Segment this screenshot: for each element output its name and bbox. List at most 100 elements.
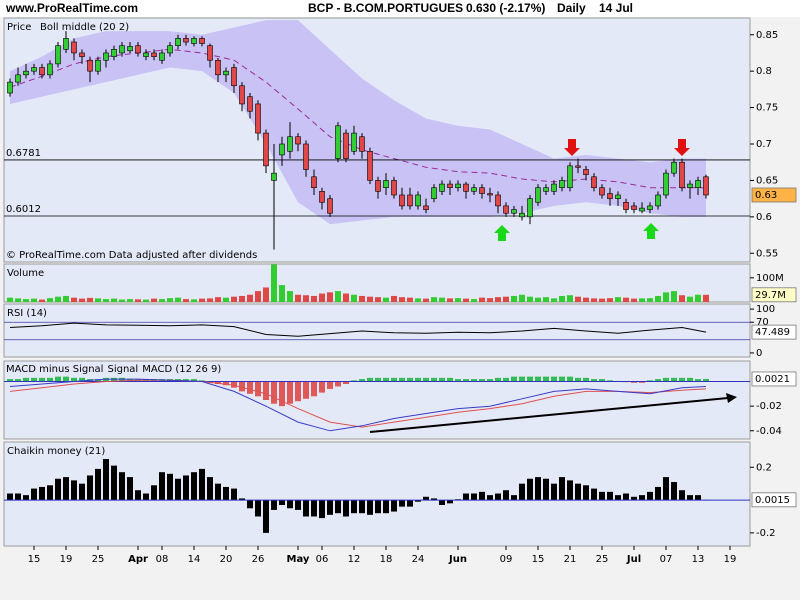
bar: [367, 500, 373, 515]
bar: [31, 488, 37, 501]
bar: [183, 475, 189, 501]
bar: [535, 297, 541, 302]
histogram-bar: [399, 377, 405, 382]
bar: [575, 483, 581, 501]
x-tick-label: May: [287, 554, 310, 565]
bar: [663, 292, 669, 302]
bar: [31, 298, 37, 302]
bar: [87, 297, 93, 302]
y-tick-label: 0.8: [756, 66, 772, 77]
histogram-bar: [7, 379, 13, 382]
bar: [415, 298, 421, 302]
candle-body: [423, 205, 429, 210]
bar: [255, 291, 261, 302]
candle-body: [607, 193, 613, 199]
candle-body: [391, 180, 397, 196]
candle-body: [375, 180, 381, 192]
bar: [199, 298, 205, 302]
x-tick-label: 12: [348, 554, 361, 565]
bar: [399, 500, 405, 507]
histogram-bar: [23, 377, 29, 382]
bar: [471, 493, 477, 501]
histogram-bar: [527, 376, 533, 382]
histogram-bar: [431, 377, 437, 382]
candle-body: [95, 59, 101, 72]
bar: [47, 298, 53, 302]
legend-label: MACD (12 26 9): [142, 364, 221, 375]
bar: [143, 299, 149, 302]
y-tick-label: 0.75: [756, 103, 778, 114]
candle-body: [127, 46, 133, 52]
bar: [95, 468, 101, 501]
x-tick-label: 18: [380, 554, 393, 565]
candle-body: [463, 183, 469, 192]
value-box-label: 0.0021: [755, 374, 790, 385]
candle-body: [279, 143, 285, 156]
candle-body: [135, 45, 141, 54]
bar: [271, 264, 277, 302]
y-tick-label: 0: [756, 348, 762, 359]
bar: [23, 299, 29, 302]
candle-body: [207, 45, 213, 61]
y-tick-label: 0.6: [756, 212, 772, 223]
histogram-bar: [279, 381, 285, 407]
histogram-bar: [263, 381, 269, 400]
panel-title: Chaikin money (21): [7, 446, 105, 457]
bar: [335, 291, 341, 302]
histogram-bar: [303, 381, 309, 399]
bar: [263, 500, 269, 533]
histogram-bar: [471, 379, 477, 382]
bar: [527, 296, 533, 302]
panel-content: Chaikin money (21): [4, 446, 750, 533]
bar: [407, 297, 413, 302]
panel-title: Volume: [7, 268, 44, 279]
candle-body: [143, 52, 149, 57]
candle-body: [319, 191, 325, 203]
x-tick-label: 13: [692, 554, 705, 565]
candle-body: [87, 59, 93, 72]
candle-body: [455, 183, 461, 189]
bar: [543, 297, 549, 302]
bar: [335, 500, 341, 514]
bar: [639, 298, 645, 302]
candle-body: [567, 165, 573, 189]
bar: [151, 485, 157, 501]
bar: [407, 500, 413, 507]
candle-body: [615, 194, 621, 199]
bar: [599, 298, 605, 302]
candle-body: [559, 180, 565, 189]
bar: [495, 297, 501, 302]
bar: [55, 296, 61, 302]
candle-body: [303, 143, 309, 170]
y-tick-label: 0.85: [756, 30, 778, 41]
histogram-bar: [391, 377, 397, 382]
bar: [15, 298, 21, 302]
candle-body: [511, 209, 517, 214]
histogram-bar: [655, 379, 661, 382]
candle-body: [199, 38, 205, 44]
histogram-bar: [423, 377, 429, 382]
bar: [15, 493, 21, 501]
bar: [167, 473, 173, 501]
candle-body: [255, 103, 261, 134]
histogram-bar: [247, 381, 253, 394]
histogram-bar: [191, 379, 197, 382]
bar: [143, 493, 149, 501]
bar: [111, 465, 117, 501]
bar: [55, 478, 61, 501]
bar: [503, 490, 509, 501]
bar: [679, 490, 685, 501]
level-label: 0.6781: [6, 148, 41, 159]
bar: [687, 495, 693, 501]
value-box: [751, 187, 797, 203]
bar: [87, 475, 93, 501]
y-tick-label: -0.04: [756, 426, 782, 437]
histogram-bar: [255, 381, 261, 397]
bar: [159, 472, 165, 501]
panel-content: MACD minus Signal Signal MACD (12 26 9): [4, 364, 750, 432]
histogram-bar: [79, 377, 85, 382]
candle-body: [7, 81, 13, 94]
bar: [279, 285, 285, 302]
candle-body: [183, 38, 189, 43]
